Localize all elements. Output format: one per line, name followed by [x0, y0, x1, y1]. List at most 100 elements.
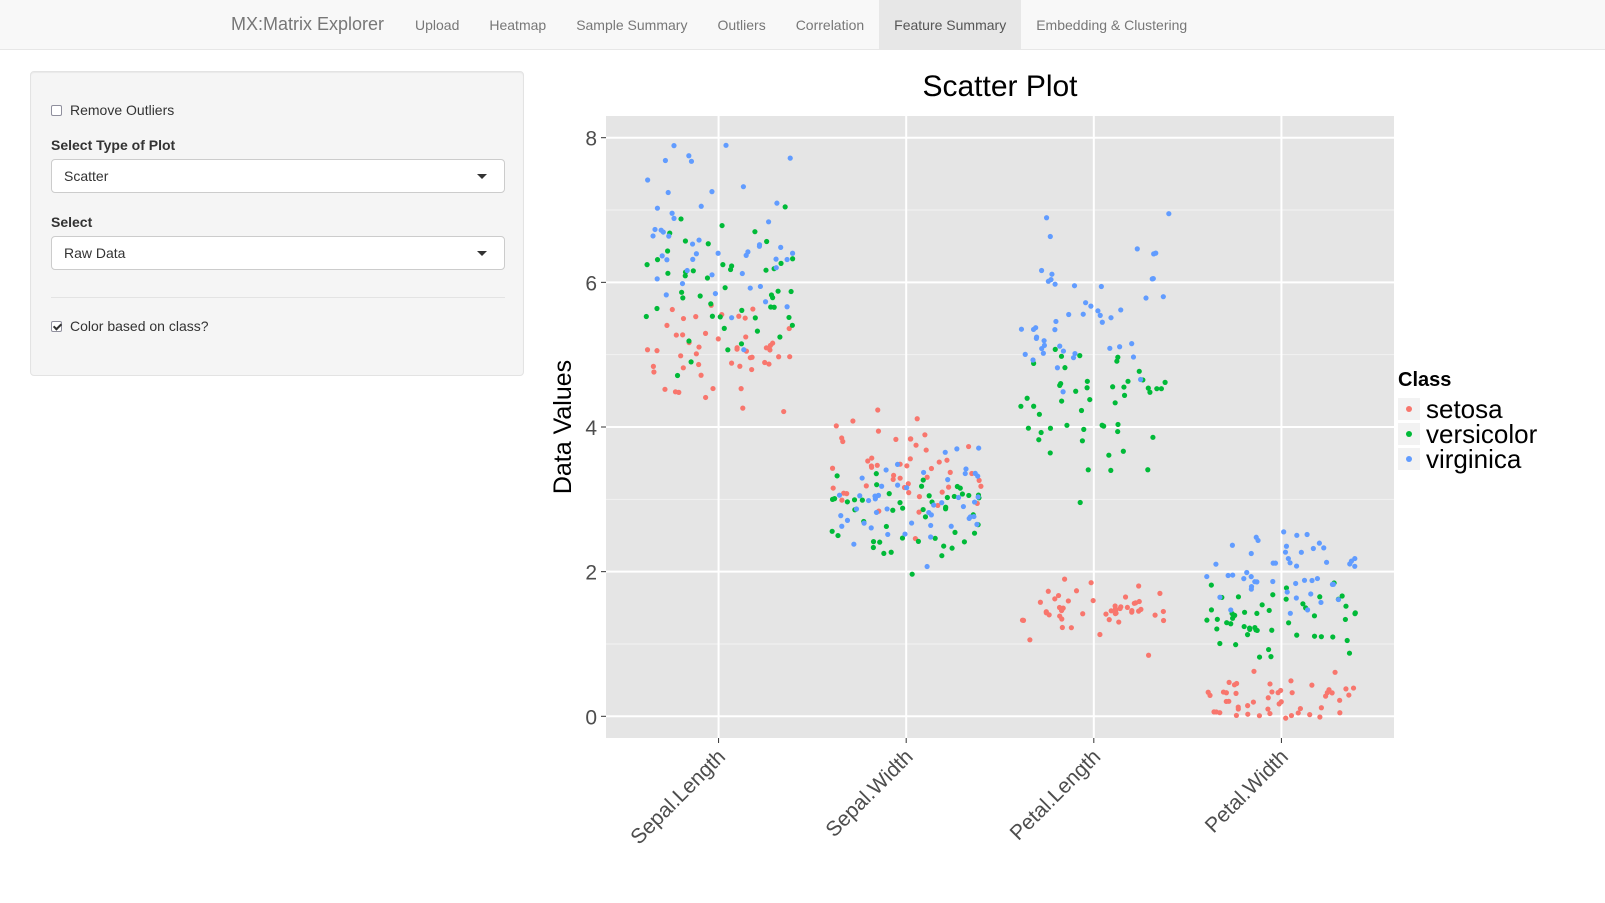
data-point-setosa	[830, 485, 836, 491]
data-point-setosa	[710, 385, 716, 392]
data-point-versicolor	[1150, 434, 1156, 440]
data-point-virginica	[861, 520, 867, 526]
data-point-versicolor	[719, 222, 725, 229]
remove-outliers-checkbox[interactable]	[51, 104, 62, 116]
data-point-virginica	[1057, 343, 1063, 349]
data-point-virginica	[884, 506, 890, 512]
data-point-versicolor	[1256, 654, 1263, 660]
data-point-versicolor	[1241, 609, 1248, 615]
data-point-virginica	[1030, 357, 1036, 363]
data-point-virginica	[1107, 345, 1113, 351]
data-point-setosa	[676, 389, 682, 395]
data-point-setosa	[1160, 617, 1167, 624]
plot-type-select[interactable]: Scatter	[51, 159, 505, 193]
data-point-virginica	[1225, 572, 1231, 579]
tab-heatmap[interactable]: Heatmap	[489, 17, 547, 33]
tab-embedding-clustering[interactable]: Embedding & Clustering	[1036, 17, 1188, 33]
navbar: MX:Matrix Explorer Upload Heatmap Sample…	[0, 0, 1605, 50]
data-point-versicolor	[959, 491, 966, 497]
data-point-virginica	[1321, 545, 1327, 551]
tab-feature-summary[interactable]: Feature Summary	[879, 0, 1022, 49]
data-point-virginica	[1253, 534, 1259, 540]
data-point-versicolor	[1235, 594, 1242, 600]
data-point-versicolor	[859, 497, 865, 503]
data-point-versicolor	[1254, 610, 1260, 617]
data-point-virginica	[1230, 572, 1236, 578]
data-point-virginica	[883, 467, 889, 473]
brand-title[interactable]: MX:Matrix Explorer	[231, 14, 385, 34]
data-point-virginica	[689, 241, 696, 247]
data-point-virginica	[1314, 575, 1321, 582]
data-point-versicolor	[1077, 353, 1083, 359]
data-point-setosa	[1318, 705, 1324, 711]
data-point-virginica	[873, 509, 880, 516]
data-point-virginica	[654, 205, 661, 211]
data-point-setosa	[644, 347, 651, 353]
data-point-setosa	[747, 355, 753, 361]
data-point-setosa	[1256, 713, 1263, 719]
data-point-versicolor	[888, 549, 894, 555]
data-point-versicolor	[704, 275, 711, 281]
data-point-virginica	[909, 520, 915, 526]
data-point-setosa	[928, 465, 935, 472]
data-point-setosa	[781, 408, 787, 415]
data-point-setosa	[1223, 690, 1229, 696]
data-point-virginica	[975, 494, 981, 500]
data-point-versicolor	[1018, 403, 1024, 409]
tab-correlation[interactable]: Correlation	[795, 17, 865, 33]
x-tick-label: Sepal.Length	[626, 745, 730, 849]
data-point-versicolor	[768, 292, 775, 298]
data-point-setosa	[678, 353, 684, 359]
data-point-versicolor	[835, 532, 841, 539]
data-point-virginica	[1095, 308, 1101, 314]
data-point-versicolor	[727, 266, 734, 273]
data-point-setosa	[965, 443, 972, 450]
data-point-versicolor	[1031, 403, 1037, 409]
data-point-setosa	[734, 345, 740, 351]
remove-outliers-row[interactable]: Remove Outliers	[51, 102, 174, 118]
data-point-versicolor	[1115, 428, 1121, 435]
data-point-virginica	[928, 534, 934, 540]
data-point-versicolor	[966, 492, 972, 499]
data-point-versicolor	[1081, 426, 1087, 432]
data-point-virginica	[844, 517, 851, 523]
data-point-virginica	[1248, 550, 1254, 557]
data-point-virginica	[895, 482, 901, 488]
data-point-setosa	[1052, 596, 1058, 602]
data-point-versicolor	[1115, 354, 1121, 360]
data-point-versicolor	[874, 482, 880, 488]
data-point-virginica	[1244, 569, 1250, 576]
data-point-setosa	[922, 432, 928, 438]
data-point-virginica	[1033, 335, 1039, 341]
data-point-virginica	[1281, 529, 1287, 535]
data-point-versicolor	[717, 314, 723, 320]
chart-title: Scatter Plot	[922, 70, 1078, 103]
tab-outliers[interactable]: Outliers	[717, 17, 766, 33]
data-point-setosa	[1160, 608, 1166, 615]
data-point-virginica	[1272, 560, 1279, 566]
data-point-versicolor	[915, 538, 922, 544]
data-point-setosa	[908, 436, 914, 442]
data-point-setosa	[839, 497, 845, 503]
color-by-class-row[interactable]: Color based on class?	[51, 318, 209, 334]
color-by-class-checkbox[interactable]	[51, 320, 62, 332]
data-point-versicolor	[654, 305, 660, 312]
data-point-virginica	[920, 469, 927, 476]
data-point-setosa	[693, 314, 699, 320]
data-point-setosa	[868, 464, 875, 470]
tab-upload[interactable]: Upload	[415, 17, 460, 33]
data-point-virginica	[954, 446, 960, 452]
tab-sample-summary[interactable]: Sample Summary	[576, 17, 688, 33]
data-point-virginica	[928, 522, 934, 529]
data-point-virginica	[1080, 311, 1086, 317]
legend-key-setosa	[1406, 406, 1412, 412]
data-point-versicolor	[690, 268, 696, 274]
data-point-versicolor	[1084, 378, 1090, 384]
data-point-virginica	[857, 493, 863, 499]
data-point-versicolor	[775, 288, 781, 294]
data-point-setosa	[1307, 712, 1313, 718]
y-axis-label: Data Values	[549, 360, 577, 494]
data-select[interactable]: Raw Data	[51, 236, 505, 270]
data-point-virginica	[1229, 542, 1235, 548]
data-point-virginica	[1099, 319, 1105, 325]
